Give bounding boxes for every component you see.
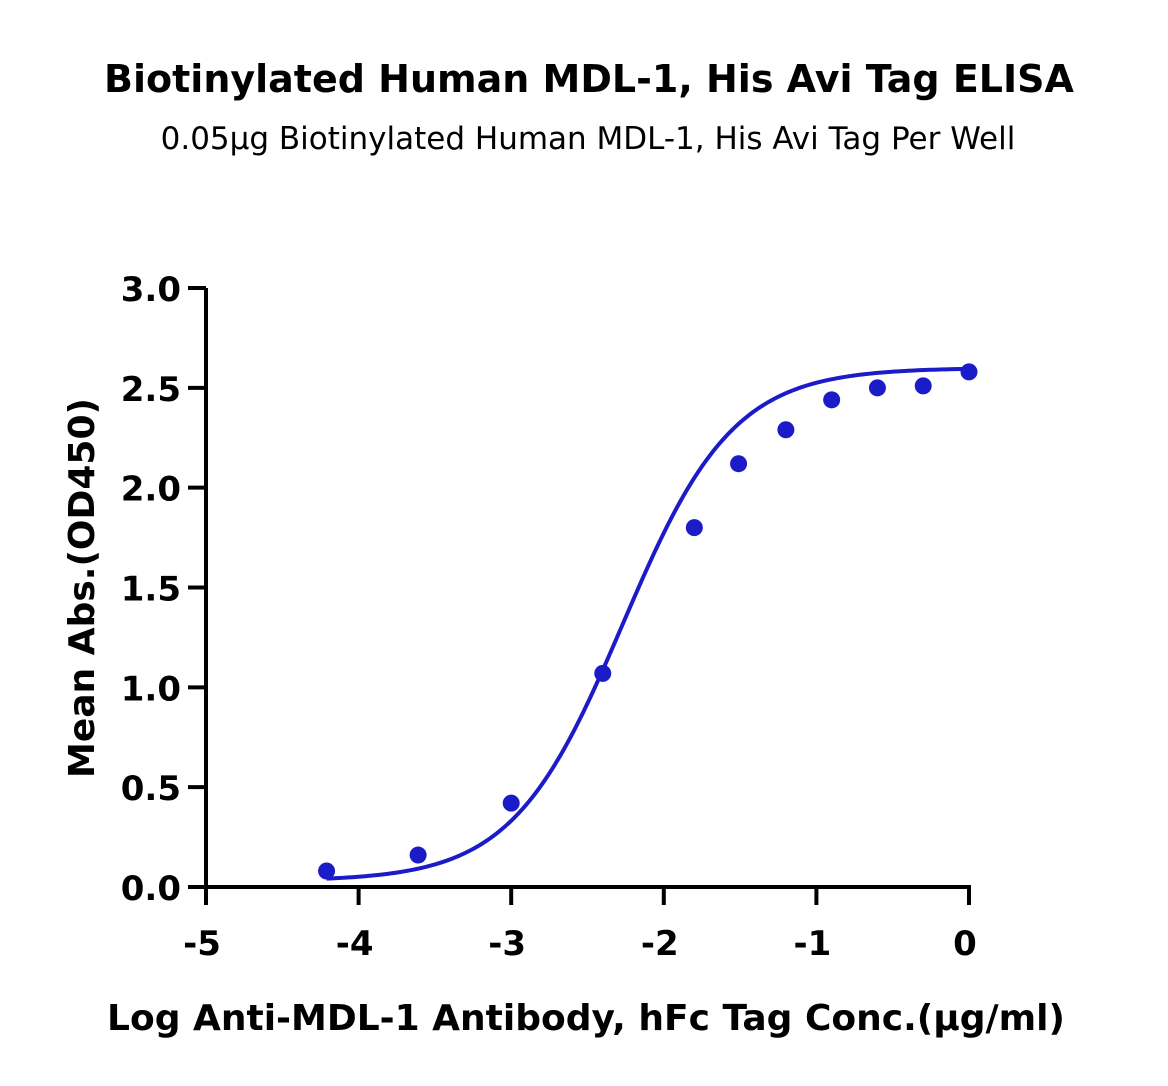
- y-tick-label: 3.0: [121, 270, 181, 310]
- x-tick-label: -3: [488, 924, 526, 964]
- y-tick-label: 0.0: [121, 869, 181, 909]
- y-tick-label: 2.0: [121, 470, 181, 510]
- x-tick-label: -4: [336, 924, 374, 964]
- x-ticks: -5 -4 -3 -2 -1 0: [183, 887, 977, 964]
- x-axis: -5 -4 -3 -2 -1 0: [183, 885, 977, 964]
- y-tick-label: 2.5: [121, 370, 181, 410]
- data-point: [868, 379, 886, 397]
- data-point: [594, 664, 612, 682]
- x-tick-label: -2: [641, 924, 679, 964]
- data-point: [409, 846, 427, 864]
- data-point: [730, 455, 748, 473]
- data-point: [685, 519, 703, 537]
- y-axis: 0.0 0.5 1.0 1.5 2.0 2.5 3.0: [121, 270, 208, 909]
- y-tick-label: 1.5: [121, 570, 181, 610]
- x-tick-label: 0: [953, 924, 977, 964]
- data-point: [960, 363, 978, 381]
- y-tick-label: 1.0: [121, 669, 181, 709]
- data-point: [823, 391, 841, 409]
- chart-subtitle: 0.05μg Biotinylated Human MDL-1, His Avi…: [161, 121, 1016, 157]
- y-axis-label: Mean Abs.(OD450): [62, 398, 103, 778]
- y-tick-label: 0.5: [121, 769, 181, 809]
- y-ticks: 0.0 0.5 1.0 1.5 2.0 2.5 3.0: [121, 270, 206, 909]
- data-point: [914, 377, 932, 395]
- data-point: [318, 862, 336, 880]
- x-tick-label: -1: [794, 924, 832, 964]
- fit-curve: [326, 366, 970, 881]
- x-axis-label: Log Anti-MDL-1 Antibody, hFc Tag Conc.(μ…: [107, 998, 1065, 1039]
- data-points: [318, 363, 978, 880]
- chart-title: Biotinylated Human MDL-1, His Avi Tag EL…: [104, 57, 1075, 101]
- data-point: [777, 421, 795, 439]
- data-point: [502, 794, 520, 812]
- x-tick-label: -5: [183, 924, 221, 964]
